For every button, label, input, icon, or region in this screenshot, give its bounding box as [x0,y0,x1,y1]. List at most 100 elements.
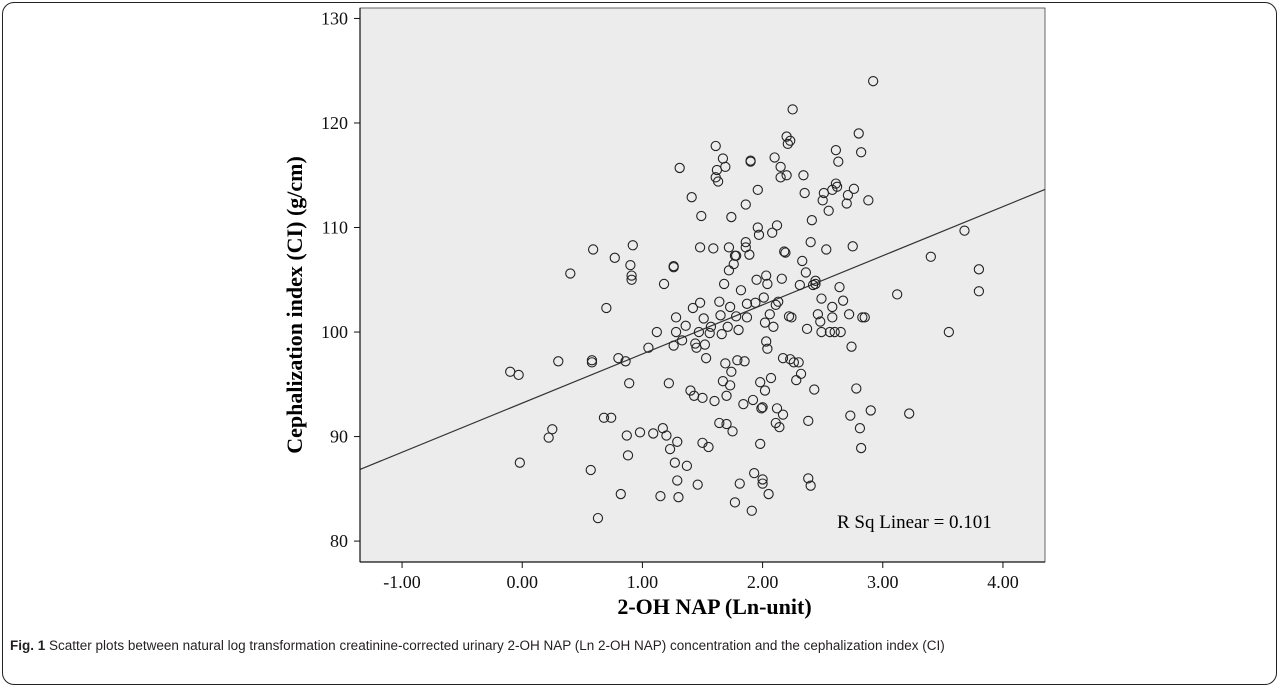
data-point [740,199,751,210]
data-point [704,327,715,339]
data-point [810,278,821,290]
data-point [843,309,855,320]
data-point [831,181,843,192]
data-point [661,430,672,441]
data-point [795,368,807,379]
data-point [547,424,558,435]
data-point [771,403,783,414]
data-point [763,488,774,500]
data-point [830,145,842,156]
data-point [773,296,784,307]
data-point [643,342,654,353]
data-point [698,313,709,324]
data-point [721,418,732,430]
data-point [787,104,798,115]
data-point [769,152,780,163]
data-point [749,468,760,479]
data-point [664,443,676,455]
data-point [752,184,763,196]
data-point [758,292,769,303]
data-point [841,198,852,209]
data-point [613,353,624,364]
data-point [759,385,771,396]
data-point [734,478,745,489]
data-point [762,278,773,290]
x-tick-label: 2.00 [747,572,779,592]
data-point [806,215,818,226]
data-point [726,211,737,223]
data-point [816,326,827,338]
data-point [634,427,646,438]
data-point [732,355,743,366]
data-point [829,326,840,338]
data-point [847,241,858,252]
data-point [738,399,749,410]
data-point [658,278,670,290]
data-point [626,274,637,285]
data-point [703,441,714,453]
data-point [601,302,612,314]
data-point [757,474,768,485]
data-point [565,268,576,279]
data-point [756,403,767,414]
figure-caption: Fig. 1 Scatter plots between natural log… [10,636,1265,655]
data-point [729,497,741,508]
data-point [801,323,813,335]
data-point [692,479,703,490]
data-point [739,356,750,367]
data-point [697,392,708,404]
data-point [762,343,773,354]
data-point [724,380,736,391]
data-point [673,492,684,503]
data-point [598,412,610,423]
data-point [855,442,867,454]
data-point [718,278,730,290]
data-point [700,353,712,364]
data-point [672,475,683,486]
data-point [723,242,735,253]
data-point [744,249,755,260]
data-point [859,312,870,323]
data-point [848,183,860,194]
data-point [765,372,777,384]
y-tick-label: 90 [330,427,348,447]
data-point [735,285,747,296]
data-point [627,240,638,251]
data-point [770,299,781,311]
data-point [764,309,775,320]
data-point [722,321,733,332]
data-point [781,170,792,181]
data-point [803,415,814,427]
data-point [788,357,799,368]
data-point [943,326,955,338]
data-point [709,395,720,407]
data-point [761,336,772,347]
data-point [670,326,682,338]
data-point [768,321,779,332]
data-point [710,140,721,152]
data-point [592,512,604,524]
data-point [771,220,783,231]
data-point [845,410,856,421]
data-point [800,267,812,278]
data-point [622,450,634,461]
data-point [696,210,707,222]
caption-text: Scatter plots between natural log transf… [49,638,945,653]
data-point [745,155,756,166]
data-point [651,326,662,338]
data-point [668,340,679,351]
data-point [648,428,659,439]
data-point [624,378,635,389]
data-point [774,422,785,433]
data-point [714,417,725,429]
data-point [686,192,697,203]
data-point [799,187,810,199]
r-squared-annotation: R Sq Linear = 0.101 [837,512,992,533]
data-point [587,244,599,255]
data-point [855,147,867,158]
data-point [699,339,711,350]
data-point [777,409,789,420]
data-point [553,356,564,367]
data-point [827,301,838,313]
data-point [803,473,814,484]
